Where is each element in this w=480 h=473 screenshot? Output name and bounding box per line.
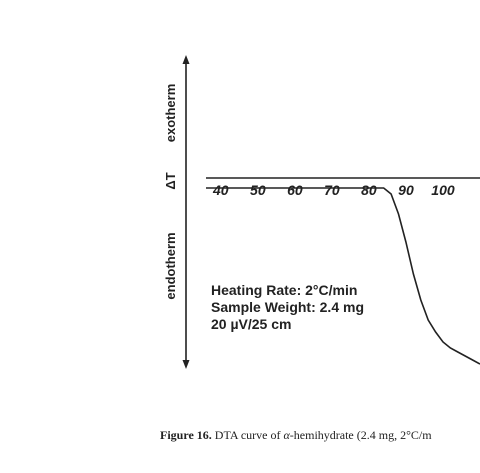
x-tick-label: 40 (212, 182, 229, 198)
delta-t-axis-arrow-down (182, 360, 190, 369)
x-tick-label: 80 (361, 182, 377, 198)
alpha-symbol: α (283, 428, 290, 442)
exotherm-label: exotherm (163, 84, 178, 143)
x-tick-label: 60 (287, 182, 303, 198)
sensitivity-text: 20 µV/25 cm (211, 316, 292, 332)
delta-t-axis-arrow-up (182, 55, 190, 64)
caption-text-before: DTA curve of (211, 428, 284, 442)
heating-rate-text: Heating Rate: 2°C/min (211, 282, 358, 298)
x-tick-label: 90 (398, 182, 414, 198)
x-tick-label: 70 (324, 182, 340, 198)
sample-weight-text: Sample Weight: 2.4 mg (211, 299, 364, 315)
dta-curve (206, 187, 480, 365)
x-tick-label: 100 (431, 182, 455, 198)
endotherm-label: endotherm (163, 232, 178, 299)
caption-text-after: -hemihydrate (2.4 mg, 2°C/m (289, 428, 432, 442)
figure-caption: Figure 16. DTA curve of α-hemihydrate (2… (160, 428, 432, 443)
x-tick-labels: 40 50 60 70 80 90 100 (212, 182, 455, 198)
x-tick-label: 50 (250, 182, 266, 198)
experiment-annotation: Heating Rate: 2°C/min Sample Weight: 2.4… (211, 282, 364, 333)
delta-t-label: ΔT (163, 172, 178, 189)
figure-label: Figure 16. (160, 428, 212, 442)
